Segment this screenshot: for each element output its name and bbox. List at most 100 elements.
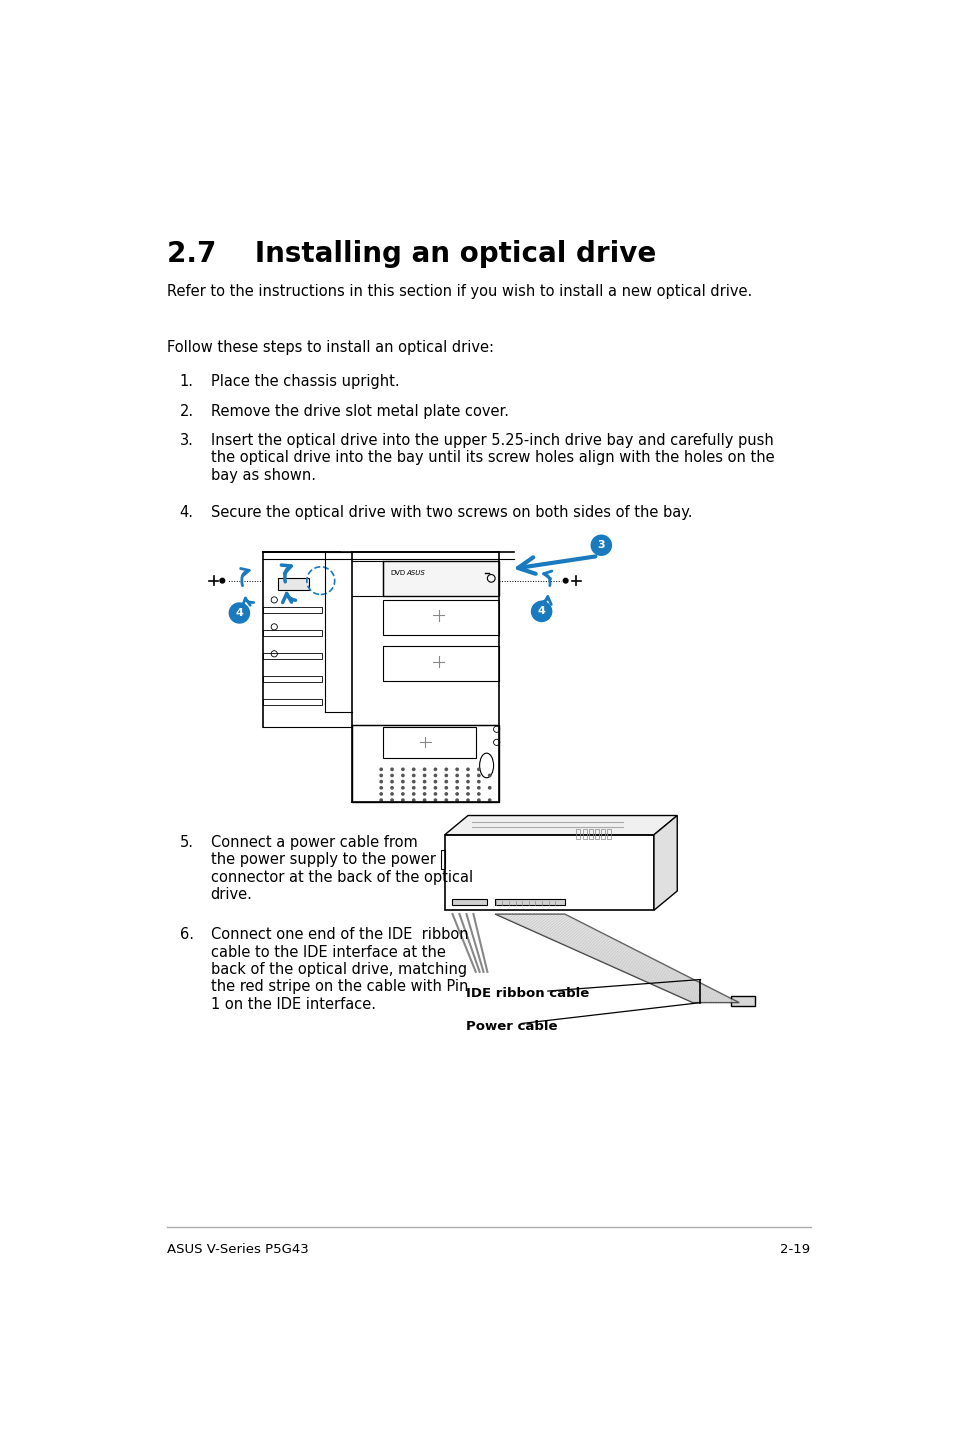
Circle shape [391,774,393,777]
Circle shape [412,792,415,795]
Text: Follow these steps to install an optical drive:: Follow these steps to install an optical… [167,341,494,355]
Circle shape [456,768,457,771]
Circle shape [488,800,491,801]
Circle shape [229,603,249,623]
Circle shape [456,787,457,789]
Text: 2.7    Installing an optical drive: 2.7 Installing an optical drive [167,240,656,269]
Circle shape [379,774,382,777]
Text: 3: 3 [597,541,604,551]
Text: ASUS: ASUS [406,569,424,577]
Circle shape [456,781,457,782]
Bar [452,899,487,905]
Text: 1.: 1. [179,374,193,390]
Text: Place the chassis upright.: Place the chassis upright. [211,374,399,390]
Circle shape [466,800,469,801]
Circle shape [423,774,425,777]
Circle shape [412,800,415,801]
Circle shape [477,774,479,777]
Circle shape [591,535,611,555]
Text: IDE ribbon cable: IDE ribbon cable [466,988,589,1001]
Bar [382,600,498,634]
Circle shape [391,768,393,771]
Circle shape [391,781,393,782]
Circle shape [401,768,404,771]
Circle shape [434,787,436,789]
Circle shape [379,792,382,795]
Circle shape [477,792,479,795]
Polygon shape [654,815,677,910]
Circle shape [379,800,382,801]
Text: 6.: 6. [179,928,193,942]
Text: Connect a power cable from
the power supply to the power
connector at the back o: Connect a power cable from the power sup… [211,835,473,902]
Bar [588,828,592,838]
Circle shape [456,800,457,801]
Circle shape [477,800,479,801]
Circle shape [423,781,425,782]
Circle shape [412,768,415,771]
Bar [600,828,604,838]
Circle shape [488,787,491,789]
Text: Insert the optical drive into the upper 5.25-inch drive bay and carefully push
t: Insert the optical drive into the upper … [211,433,774,483]
Circle shape [445,774,447,777]
Bar [382,561,498,597]
Circle shape [434,768,436,771]
Text: Refer to the instructions in this section if you wish to install a new optical d: Refer to the instructions in this sectio… [167,285,752,299]
Polygon shape [731,997,754,1007]
Circle shape [466,787,469,789]
Polygon shape [444,815,677,835]
Circle shape [488,774,491,777]
Circle shape [477,781,479,782]
Bar [382,728,476,758]
Circle shape [412,774,415,777]
Bar [576,828,579,838]
Circle shape [434,774,436,777]
Circle shape [401,800,404,801]
Bar [382,646,498,680]
Circle shape [466,781,469,782]
Circle shape [391,787,393,789]
Circle shape [445,800,447,801]
Bar [263,653,321,659]
Circle shape [456,792,457,795]
Bar [263,607,321,613]
Circle shape [434,781,436,782]
Text: 4.: 4. [179,505,193,521]
Circle shape [379,781,382,782]
Text: DVD: DVD [390,569,405,577]
Bar [263,699,321,706]
Circle shape [445,792,447,795]
Bar [444,835,654,910]
Bar [582,828,586,838]
Circle shape [379,787,382,789]
Circle shape [401,781,404,782]
Text: 4: 4 [537,607,545,617]
Circle shape [445,781,447,782]
Circle shape [423,792,425,795]
Circle shape [531,601,551,621]
Bar [495,899,564,905]
Polygon shape [495,915,739,1002]
Circle shape [401,792,404,795]
Circle shape [412,781,415,782]
Text: 2.: 2. [179,404,193,418]
Circle shape [401,787,404,789]
Text: 5.: 5. [179,835,193,850]
Text: Secure the optical drive with two screws on both sides of the bay.: Secure the optical drive with two screws… [211,505,692,521]
Bar [278,578,309,590]
Bar [352,725,498,802]
Text: Connect one end of the IDE  ribbon
cable to the IDE interface at the
back of the: Connect one end of the IDE ribbon cable … [211,928,468,1012]
Circle shape [445,787,447,789]
Circle shape [220,578,224,582]
Circle shape [466,774,469,777]
Bar [263,676,321,682]
Text: 4: 4 [235,608,243,618]
Circle shape [401,774,404,777]
Text: 3.: 3. [179,433,193,447]
Circle shape [423,800,425,801]
Circle shape [434,792,436,795]
Text: Remove the drive slot metal plate cover.: Remove the drive slot metal plate cover. [211,404,508,418]
Circle shape [562,578,567,582]
Bar [263,630,321,636]
Text: Power cable: Power cable [466,1020,558,1032]
Text: 2-19: 2-19 [780,1242,810,1255]
